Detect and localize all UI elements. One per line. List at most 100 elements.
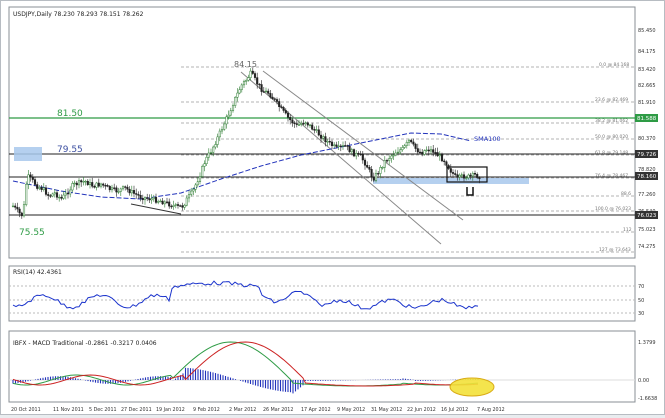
candle-body	[179, 205, 182, 207]
candle-body	[130, 190, 133, 194]
date-axis-label: 31 May 2012	[371, 407, 402, 413]
candle-body	[245, 80, 248, 82]
candle-body	[236, 92, 239, 98]
candle-body	[157, 201, 160, 203]
candle-body	[14, 205, 17, 208]
candle-body	[341, 145, 345, 147]
candle-body	[106, 185, 109, 187]
macd-signal-line	[12, 341, 479, 387]
candle-body	[467, 174, 470, 179]
candle-body	[322, 136, 325, 139]
candle-body	[93, 186, 96, 188]
macd-title: IBFX - MACD Traditional -0.2861 -0.3217 …	[13, 340, 157, 347]
candle-body	[242, 81, 246, 86]
price-axis-label: 78.820	[638, 167, 656, 173]
fib-label-618: 61.8 @ 79.148	[595, 150, 628, 156]
price-tag-79-726-text: 79.726	[637, 152, 657, 158]
candle-body	[209, 152, 213, 154]
date-axis: 20 Oct 2011 11 Nov 2011 5 Dec 2011 27 Dec 2…	[11, 407, 505, 413]
candle-body	[403, 145, 406, 148]
candle-body	[344, 145, 347, 147]
sma100-label: SMA100	[474, 135, 501, 143]
candle-body	[119, 188, 122, 192]
candle-body	[476, 174, 479, 178]
candle-body	[113, 187, 116, 189]
candle-body	[300, 123, 303, 125]
candle-body	[374, 173, 378, 181]
price-tag-current	[635, 172, 658, 180]
candle-body	[260, 84, 263, 92]
candle-body	[73, 182, 76, 185]
candle-body	[38, 187, 41, 189]
candle-body	[183, 204, 186, 208]
candle-body	[249, 70, 252, 78]
highlight-support-zone	[373, 178, 529, 184]
candle-body	[432, 149, 435, 153]
consolidation-box	[446, 166, 488, 183]
candle-body	[20, 212, 23, 217]
date-axis-label: 27 Dec 2011	[121, 407, 152, 413]
candle-body	[238, 89, 241, 94]
candle-body	[152, 197, 155, 200]
fib-label-500: 50.0 @ 80.020	[595, 134, 628, 140]
candle-body	[291, 119, 294, 124]
candle-body	[231, 105, 235, 111]
rsi-axis-30: 30	[638, 311, 644, 317]
candle-body	[412, 141, 415, 145]
candle-body	[185, 197, 188, 206]
candle-body	[33, 179, 37, 185]
level-75-55-label: 75.55	[19, 228, 45, 238]
candle-body	[176, 204, 180, 206]
fib-labels: 0.0 @ 84.168 23.6 @ 82.469 38.2 @ 81.062…	[595, 62, 632, 253]
candle-body	[372, 177, 375, 181]
candle-body	[335, 144, 338, 147]
fib-label-127: 127 @ 73.643	[599, 247, 631, 253]
candle-body	[337, 145, 340, 147]
candle-body	[148, 198, 151, 201]
candle-body	[75, 182, 78, 186]
candle-body	[44, 187, 48, 195]
candle-body	[438, 154, 441, 157]
macd-axis-zero: 0.00	[638, 378, 649, 384]
candle-body	[280, 106, 283, 108]
candle-body	[99, 183, 103, 187]
candle-body	[198, 176, 202, 182]
price-axis-label: 82.665	[638, 83, 656, 89]
date-axis-label: 16 Jul 2012	[441, 407, 468, 413]
candle-body	[363, 159, 367, 166]
candle-body	[315, 129, 318, 131]
date-axis-label: 2 Mar 2012	[229, 407, 256, 413]
date-axis-label: 7 Aug 2012	[477, 407, 505, 413]
candle-body	[201, 166, 204, 177]
candle-body	[427, 149, 430, 152]
channel-lower-line	[240, 71, 442, 245]
candle-body	[124, 186, 127, 188]
candle-body	[108, 186, 111, 191]
candle-body	[379, 167, 382, 174]
candle-body	[425, 149, 428, 152]
candle-body	[223, 123, 226, 130]
rsi-axis-50: 50	[638, 298, 644, 304]
price-tag-76-023	[635, 211, 658, 219]
candle-body	[394, 152, 397, 156]
candle-body	[297, 124, 301, 126]
candle-body	[478, 177, 481, 180]
candle-body	[187, 194, 191, 199]
candle-body	[295, 123, 298, 125]
candle-body	[47, 194, 50, 196]
date-axis-label: 19 Jan 2012	[156, 407, 185, 413]
candle-body	[377, 173, 380, 175]
candle-body	[51, 193, 54, 197]
date-axis-label: 20 Oct 2011	[11, 407, 41, 413]
candle-body	[414, 143, 417, 149]
candle-body	[172, 205, 175, 207]
date-axis-label: 5 Dec 2011	[89, 407, 117, 413]
candle-body	[58, 196, 61, 199]
level-81-50-label: 81.50	[57, 109, 83, 119]
candle-body	[469, 174, 472, 177]
candle-body	[462, 174, 466, 179]
candle-body	[460, 174, 463, 176]
candle-body	[168, 201, 171, 207]
macd-highlight-oval	[449, 377, 495, 397]
price-axis-label: 75.023	[638, 227, 656, 233]
